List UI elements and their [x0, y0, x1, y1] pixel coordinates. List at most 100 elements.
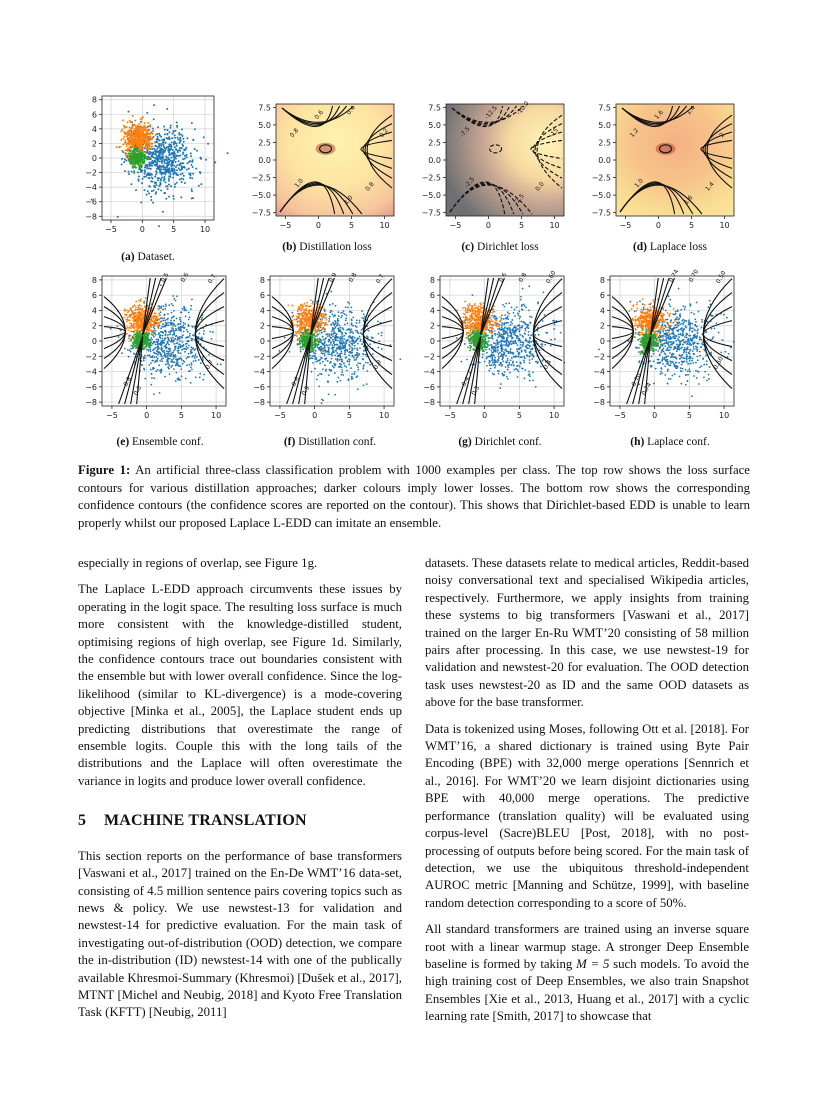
- point: [185, 168, 188, 171]
- point: [327, 374, 330, 377]
- point: [315, 378, 318, 381]
- point: [186, 162, 189, 165]
- point: [490, 329, 493, 332]
- point: [325, 333, 328, 336]
- point: [161, 334, 164, 337]
- point: [310, 337, 313, 340]
- point: [128, 119, 131, 122]
- point: [135, 154, 138, 157]
- point: [192, 139, 195, 142]
- point: [184, 350, 186, 353]
- y-tick-label: −5.0: [252, 191, 271, 200]
- point: [501, 356, 504, 358]
- point: [165, 305, 167, 307]
- point: [146, 190, 149, 193]
- point: [160, 172, 163, 175]
- point: [180, 165, 183, 168]
- contour-line: [534, 123, 563, 179]
- point: [126, 154, 129, 157]
- point: [163, 160, 166, 163]
- point: [170, 353, 173, 356]
- point: [340, 363, 343, 366]
- point: [144, 175, 147, 178]
- point: [517, 314, 520, 317]
- point: [181, 152, 184, 155]
- point: [154, 329, 157, 332]
- contour-line: [451, 105, 524, 123]
- point: [170, 303, 173, 305]
- point: [495, 344, 497, 347]
- point: [173, 152, 176, 155]
- point: [530, 341, 533, 343]
- point: [199, 372, 202, 375]
- point: [176, 341, 179, 344]
- point: [148, 307, 151, 309]
- point: [295, 332, 298, 335]
- point: [164, 319, 166, 322]
- point: [332, 327, 335, 330]
- point: [148, 174, 151, 177]
- point: [358, 335, 361, 338]
- point: [164, 329, 166, 332]
- point: [137, 175, 140, 178]
- point: [319, 346, 322, 348]
- point: [158, 139, 161, 142]
- loss-surface: [616, 104, 734, 216]
- point: [143, 127, 146, 130]
- point: [173, 185, 176, 188]
- point: [149, 368, 152, 371]
- point: [128, 349, 131, 352]
- point: [506, 333, 509, 335]
- point: [142, 348, 145, 351]
- point: [148, 133, 151, 136]
- contour-label: 0.7: [375, 273, 386, 285]
- point: [164, 181, 167, 184]
- point: [493, 359, 496, 362]
- point: [303, 302, 306, 305]
- point: [127, 130, 130, 133]
- point: [497, 372, 500, 375]
- point: [200, 336, 203, 339]
- point: [519, 347, 522, 349]
- point: [491, 359, 494, 362]
- point: [203, 373, 206, 376]
- point: [168, 339, 171, 342]
- point: [313, 333, 316, 335]
- point: [153, 377, 156, 380]
- point: [151, 355, 154, 357]
- point: [174, 345, 176, 348]
- point: [131, 151, 134, 154]
- point: [162, 323, 164, 325]
- point: [138, 144, 141, 147]
- point: [146, 165, 149, 168]
- point: [353, 342, 356, 344]
- point: [144, 377, 147, 380]
- point: [327, 348, 330, 351]
- point: [175, 181, 178, 184]
- point: [349, 331, 352, 334]
- point: [505, 349, 508, 352]
- point: [541, 345, 543, 348]
- point: [177, 363, 180, 366]
- point: [200, 183, 203, 186]
- point: [499, 387, 502, 390]
- y-tick-label: 7.5: [598, 103, 611, 112]
- point: [146, 336, 149, 339]
- point: [168, 350, 171, 353]
- point: [156, 368, 159, 371]
- point: [188, 363, 191, 366]
- point: [299, 350, 302, 353]
- point: [341, 314, 343, 317]
- point: [191, 355, 194, 358]
- point: [154, 192, 157, 195]
- y-tick-label: 7.5: [428, 103, 441, 112]
- point: [322, 313, 324, 315]
- point: [137, 315, 140, 318]
- point: [134, 320, 137, 323]
- point: [152, 326, 155, 329]
- point: [496, 333, 499, 336]
- point: [155, 171, 158, 174]
- point: [341, 333, 343, 336]
- contour-label: 0.8: [364, 181, 376, 193]
- point: [351, 351, 354, 354]
